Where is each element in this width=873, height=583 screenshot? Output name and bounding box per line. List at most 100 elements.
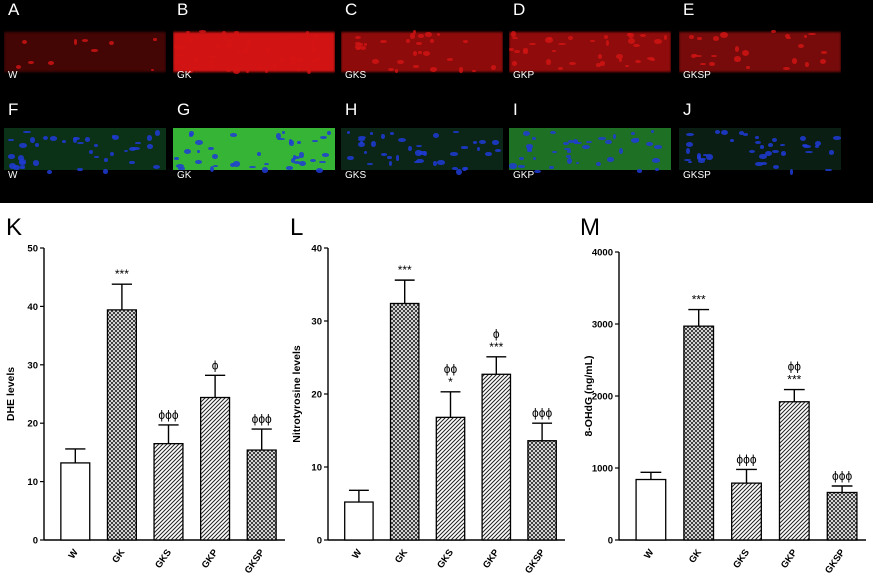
red-stain-spot	[627, 38, 635, 45]
nucleus-spot	[62, 140, 67, 144]
nucleus-spot	[549, 130, 557, 135]
y-tick-label: 40	[311, 244, 322, 255]
chart-l: L 0 10 20 30 40 Nitrotyrosine levels W GK *** GKS ϕ…	[290, 214, 565, 576]
nucleus-spot	[526, 147, 532, 152]
chart-k: K 0 10 20 30 40 50 DHE levels W GK *** GKS ϕϕϕ GKP ϕ GK…	[5, 214, 285, 576]
red-stain-spot	[746, 66, 750, 70]
nucleus-spot	[755, 141, 761, 145]
nucleus-spot	[519, 156, 525, 160]
x-tick-label: GKS	[435, 547, 456, 570]
nucleus-spot	[455, 169, 462, 175]
nucleus-spot	[363, 150, 367, 155]
nucleus-spot	[371, 141, 376, 147]
x-tick-label: GKS	[153, 547, 174, 570]
red-stain-spot	[235, 34, 243, 37]
nucleus-spot	[230, 163, 236, 168]
nucleus-spot	[450, 152, 459, 156]
significance-annotation: ϕϕϕ	[832, 469, 852, 483]
bar-gks	[435, 416, 466, 541]
nucleus-spot	[358, 142, 365, 148]
nucleus-spot	[277, 138, 285, 141]
bar-gkp	[481, 373, 512, 541]
red-stain-spot	[805, 62, 809, 68]
red-stain-spot	[511, 30, 516, 37]
bar-gkp	[200, 396, 231, 541]
red-stain-spot	[633, 43, 640, 47]
micrograph-panel-b: B GK	[173, 0, 335, 96]
red-stain-spot	[741, 50, 750, 56]
red-stain-spot	[264, 48, 270, 55]
red-stain-spot	[720, 32, 729, 39]
x-tick-label: GK	[110, 547, 127, 565]
red-stain-spot	[782, 66, 790, 70]
nucleus-spot	[720, 130, 728, 135]
red-stain-spot	[208, 63, 216, 69]
red-stain-spot	[295, 66, 302, 72]
y-tick-label: 20	[311, 390, 322, 401]
nucleus-spot	[209, 166, 214, 173]
nucleus-spot	[833, 136, 841, 140]
nucleus-spot	[612, 134, 616, 140]
red-stain-spot	[48, 61, 55, 65]
panel-group-label: W	[8, 170, 18, 181]
red-stain-spot	[604, 34, 609, 39]
red-stain-spot	[354, 42, 361, 45]
red-stain-spot	[425, 32, 433, 37]
red-stain-spot	[640, 33, 647, 38]
red-stain-spot	[174, 44, 179, 51]
nucleus-spot	[281, 130, 285, 135]
nucleus-spot	[189, 132, 194, 137]
red-stain-spot	[305, 31, 310, 37]
x-tick-label: GKP	[481, 547, 502, 571]
nucleus-spot	[764, 150, 773, 157]
bar-w	[344, 501, 374, 541]
y-tick-label: 20	[27, 419, 38, 430]
red-stain-spot	[710, 54, 718, 57]
y-tick-label: 30	[27, 360, 38, 371]
nucleus-spot	[196, 150, 201, 154]
nucleus-spot	[451, 167, 458, 170]
nucleus-spot	[396, 155, 400, 161]
y-tick-label: 30	[311, 317, 322, 328]
red-stain-spot	[81, 39, 89, 42]
red-stain-spot	[590, 39, 595, 42]
nucleus-spot	[177, 167, 185, 170]
nucleus-spot	[697, 159, 706, 163]
red-stain-spot	[429, 38, 435, 43]
significance-annotation: ϕϕϕ	[252, 412, 272, 426]
red-stain-spot	[246, 39, 251, 45]
nucleus-spot	[630, 132, 635, 136]
x-tick-label: GKSP	[523, 547, 548, 576]
panel-group-label: GKS	[345, 70, 367, 81]
nucleus-spot	[743, 132, 749, 136]
significance-annotation: ϕϕϕ	[158, 408, 178, 422]
red-stain-spot	[697, 37, 702, 40]
nucleus-spot	[288, 138, 293, 144]
red-stain-spot	[625, 64, 630, 67]
nucleus-spot	[310, 158, 316, 162]
nucleus-spot	[415, 158, 424, 164]
nucleus-spot	[111, 135, 119, 141]
nucleus-spot	[19, 164, 26, 168]
y-tick-label: 10	[311, 463, 322, 474]
y-axis-label: Nitrotyrosine levels	[291, 345, 303, 443]
nucleus-spot	[534, 169, 542, 173]
nucleus-spot	[586, 140, 593, 144]
red-stain-spot	[27, 60, 34, 65]
red-stain-spot	[513, 49, 521, 54]
significance-annotation: ϕϕϕ	[736, 452, 756, 466]
nucleus-spot	[646, 142, 653, 147]
nucleus-spot	[755, 135, 760, 139]
nucleus-spot	[104, 158, 108, 162]
red-stain-spot	[289, 55, 298, 62]
red-stain-spot	[243, 33, 247, 37]
micrograph-panel-g: G GK	[173, 100, 335, 196]
nucleus-spot	[415, 150, 422, 156]
panel-group-label: GKP	[513, 170, 535, 181]
nucleus-spot	[298, 160, 307, 167]
nucleus-spot	[595, 162, 601, 167]
nucleus-spot	[319, 136, 327, 139]
red-stain-spot	[185, 30, 190, 33]
nucleus-spot	[13, 165, 20, 171]
nucleus-spot	[389, 160, 393, 166]
